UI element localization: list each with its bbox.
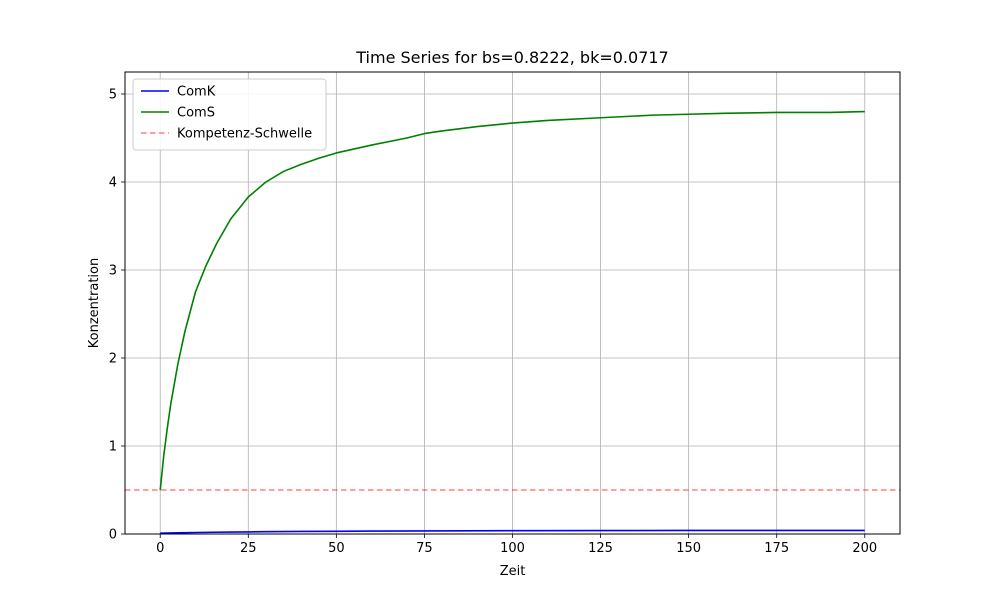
- legend-label-comk: ComK: [177, 85, 216, 100]
- legend-label-coms: ComS: [177, 106, 215, 121]
- series-line-comk: [160, 529, 865, 534]
- legend-label-kompetenz-schwelle: Kompetenz-Schwelle: [177, 127, 312, 142]
- x-tick-label: 125: [588, 541, 613, 556]
- y-tick-label: 0: [109, 528, 117, 543]
- y-axis-label: Konzentration: [87, 258, 102, 348]
- x-tick-label: 150: [676, 541, 701, 556]
- y-tick-label: 4: [109, 176, 117, 191]
- series-line-coms: [159, 110, 865, 491]
- y-tick-label: 3: [109, 264, 117, 279]
- x-tick-label: 175: [764, 541, 789, 556]
- y-tick-label: 5: [109, 88, 117, 103]
- x-tick-label: 25: [240, 541, 257, 556]
- x-axis-label: Zeit: [500, 564, 526, 579]
- y-tick-label: 1: [109, 440, 117, 455]
- series-layer: [159, 110, 865, 534]
- x-tick-label: 200: [852, 541, 877, 556]
- x-tick-label: 100: [500, 541, 525, 556]
- chart-title: Time Series for bs=0.8222, bk=0.0717: [355, 48, 668, 67]
- x-tick-label: 75: [416, 541, 433, 556]
- x-tick-label: 50: [328, 541, 345, 556]
- legend: ComK ComS Kompetenz-Schwelle: [132, 78, 327, 151]
- ticks: 0 25 50 75 100 125 150 175 200 0 1 2 3 4 5: [109, 88, 877, 557]
- legend-box: [132, 78, 327, 151]
- x-tick-label: 0: [156, 541, 164, 556]
- y-tick-label: 2: [109, 352, 117, 367]
